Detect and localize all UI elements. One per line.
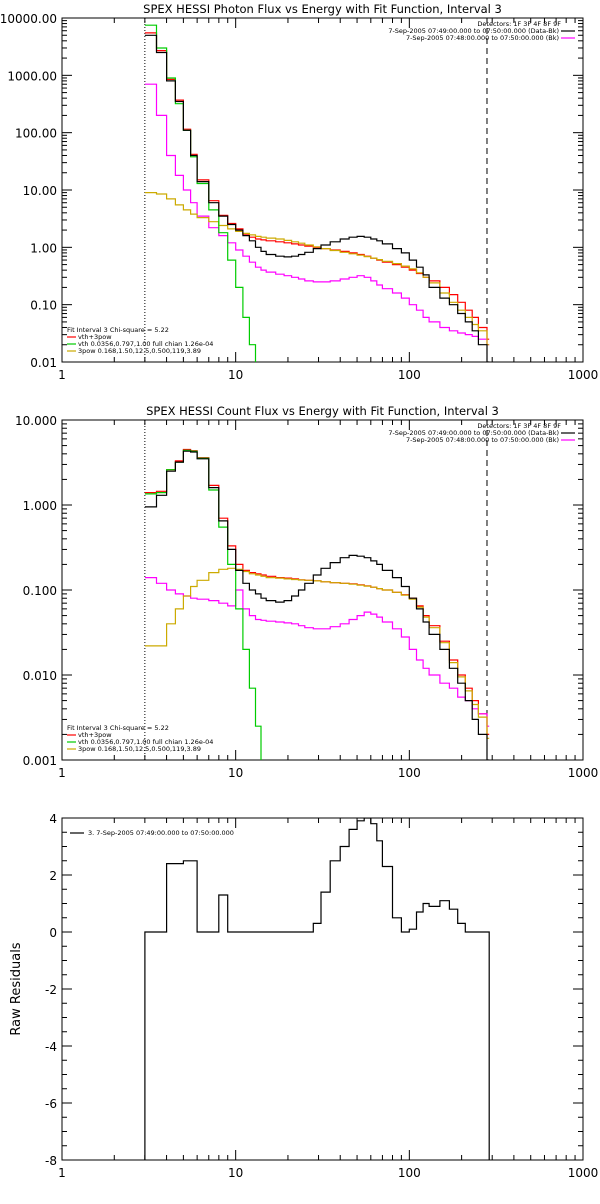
y-tick-label: 100.00 [15,127,57,141]
legend-right-entry: Detectors: 1F 3F 4F 8F 9F [477,20,561,28]
plot-area [144,818,490,1160]
series-line [144,24,257,362]
x-tick-label: 1 [58,766,66,780]
plot-area [144,24,490,362]
series-line [144,818,490,1160]
plot-area [144,448,490,760]
legend-right-entry: 7-Sep-2005 07:48:00.000 to 07:50:00.000 … [406,436,559,444]
y-tick-label: 10000.00 [0,12,57,26]
y-tick-label: -8 [45,1154,57,1168]
x-tick-label: 1000 [568,1166,599,1180]
series-line [144,32,490,340]
y-tick-label: 0 [49,926,57,940]
legend-right-entry: 7-Sep-2005 07:48:00.000 to 07:50:00.000 … [406,34,559,42]
y-tick-label: 2 [49,869,57,883]
series-line [144,83,490,346]
plot-frame [61,17,584,363]
x-tick-label: 1 [58,1166,66,1180]
y-tick-label: 4 [49,812,57,826]
chart-panel-2: SPEX HESSI Count Flux vs Energy with Fit… [15,404,598,780]
y-tick-label: 10.000 [15,414,57,428]
legend-left-entry: vth 0.0356,0.797,1.00 full chian 1.26e-0… [78,738,213,746]
x-tick-label: 10 [228,368,243,382]
x-tick-label: 100 [398,1166,421,1180]
legend-right-entry: 7-Sep-2005 07:49:00.000 to 07:50:00.000 … [388,27,559,35]
legend-left-entry: vth+3pow [78,731,112,739]
legend-left-entry: 3pow 0.168,1.50,12.5,0.500,119,3.89 [78,745,201,753]
y-tick-label: 0.10 [30,299,57,313]
y-tick-label: 1.00 [30,241,57,255]
series-line [144,450,490,760]
legend-left-entry: Fit Interval 3 Chi-square = 5.22 [67,326,169,334]
series-line [144,449,262,760]
chart-panel-1: SPEX HESSI Photon Flux vs Energy with Fi… [0,2,598,382]
legend-left-entry: Fit Interval 3 Chi-square = 5.22 [67,724,169,732]
legend-left-entry: 3pow 0.168,1.50,12.5,0.500,119,3.89 [78,347,201,355]
x-tick-label: 100 [398,368,421,382]
x-tick-label: 1 [58,368,66,382]
plot-frame [61,817,584,1161]
x-tick-label: 100 [398,766,421,780]
series-line [144,448,490,735]
y-tick-label: 10.00 [23,184,57,198]
y-tick-label: 0.100 [23,584,57,598]
y-tick-label: 0.01 [30,356,57,370]
legend-left-entry: vth+3pow [78,333,112,341]
x-tick-label: 10 [228,1166,243,1180]
y-tick-label: -4 [45,1040,57,1054]
legend-left-entry: 3. 7-Sep-2005 07:49:00.000 to 07:50:00.0… [88,829,234,837]
y-tick-label: -2 [45,983,57,997]
x-tick-label: 1000 [568,368,599,382]
legend-right-entry: Detectors: 1F 3F 4F 8F 9F [477,422,561,430]
x-tick-label: 10 [228,766,243,780]
chart-panel-3: 1 10 100 1000 -8 -6 -4 -2 0 2 4 Raw Residuals 3. 7-S… [9,812,598,1180]
chart-title: SPEX HESSI Photon Flux vs Energy with Fi… [143,2,502,16]
y-tick-label: 1000.00 [7,69,57,83]
y-tick-label: -6 [45,1097,57,1111]
legend-left-entry: vth 0.0356,0.797,1.00 full chian 1.26e-0… [78,340,213,348]
x-tick-label: 1000 [568,766,599,780]
y-axis-label: Raw Residuals [9,942,24,1035]
legend-right-entry: 7-Sep-2005 07:49:00.000 to 07:50:00.000 … [388,429,559,437]
y-tick-label: 0.010 [23,669,57,683]
series-line [144,34,490,362]
plot-frame [61,419,584,761]
chart-title: SPEX HESSI Count Flux vs Energy with Fit… [146,404,499,418]
series-line [144,567,490,739]
series-line [144,577,490,727]
y-tick-label: 0.001 [23,754,57,768]
y-tick-label: 1.000 [23,499,57,513]
